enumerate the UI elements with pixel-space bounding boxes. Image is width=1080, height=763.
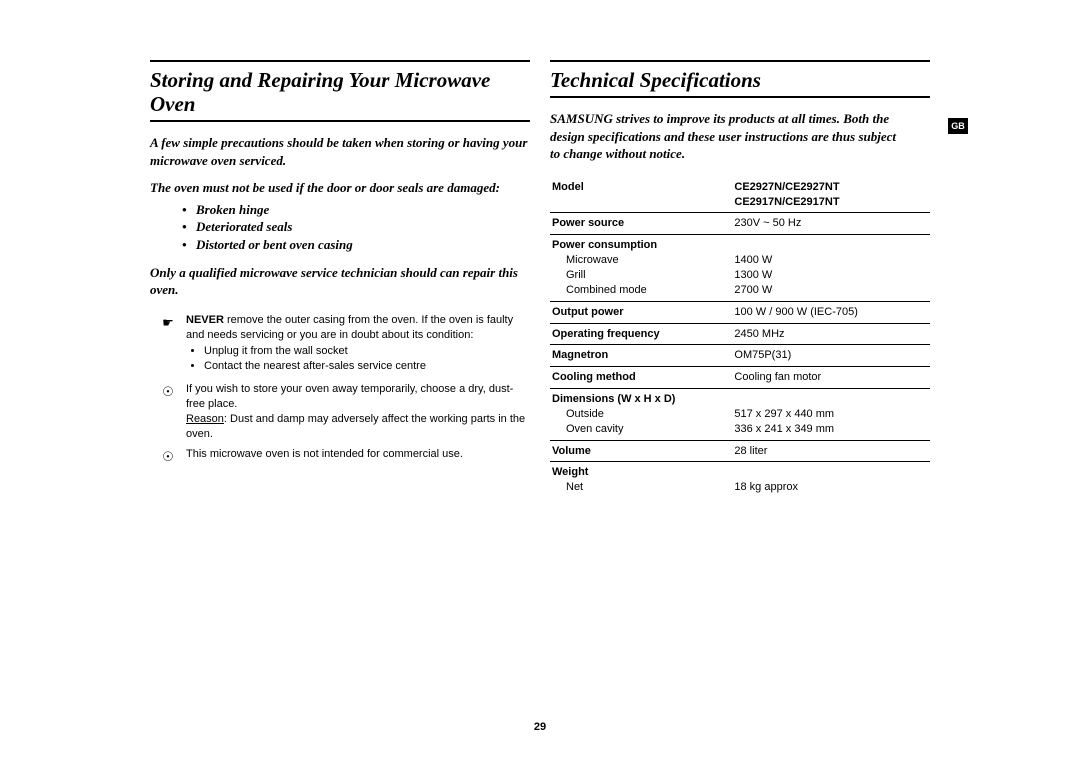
damage-warning: The oven must not be used if the door or… [150,179,530,197]
model-val-1: CE2927N/CE2927NT [734,181,839,193]
right-title: Technical Specifications [550,68,930,92]
note-icon: ☉ [150,382,186,401]
dim-outside-label: Outside [552,407,730,422]
right-column: Technical Specifications SAMSUNG strives… [550,68,930,498]
spec-label: Volume [550,440,732,462]
spec-table: Model CE2927N/CE2927NT CE2917N/CE2917NT P… [550,177,930,498]
page-number: 29 [0,721,1080,733]
spec-label: Output power [550,301,732,323]
reason-text: : Dust and damp may adversely affect the… [186,413,525,440]
note-body: If you wish to store your oven away temp… [186,382,530,441]
spec-value: 100 W / 900 W (IEC-705) [732,301,930,323]
damage-item: Broken hinge [196,201,530,219]
qualified-warning: Only a qualified microwave service techn… [150,264,530,299]
pc-grill-val: 1300 W [734,269,772,281]
spec-row-weight: Weight Net 18 kg approx [550,462,930,498]
weight-net-label: Net [552,480,730,495]
left-intro: A few simple precautions should be taken… [150,134,530,169]
note-never: ☛ NEVER remove the outer casing from the… [150,313,530,376]
spec-value: OM75P(31) [732,345,930,367]
spec-label: Weight Net [550,462,732,498]
spec-label: Model [550,177,732,213]
spec-value: 2450 MHz [732,323,930,345]
note-body: This microwave oven is not intended for … [186,447,530,462]
dim-label: Dimensions (W x H x D) [552,393,675,405]
pc-grill-label: Grill [552,268,730,283]
left-column: Storing and Repairing Your Microwave Ove… [150,68,530,498]
dim-outside-val: 517 x 297 x 440 mm [734,408,834,420]
spec-value: 18 kg approx [732,462,930,498]
sub-bullet: Contact the nearest after-sales service … [204,359,530,374]
spec-row-output: Output power 100 W / 900 W (IEC-705) [550,301,930,323]
left-title-rule [150,120,530,122]
pc-label: Power consumption [552,239,657,251]
notes: ☛ NEVER remove the outer casing from the… [150,313,530,466]
columns: Storing and Repairing Your Microwave Ove… [150,68,950,498]
spec-value: 230V ~ 50 Hz [732,213,930,235]
spec-label: Magnetron [550,345,732,367]
damage-list: Broken hinge Deteriorated seals Distorte… [150,201,530,254]
spec-value: 517 x 297 x 440 mm 336 x 241 x 349 mm [732,389,930,441]
pc-microwave-label: Microwave [552,253,730,268]
spec-row-magnetron: Magnetron OM75P(31) [550,345,930,367]
store-text: If you wish to store your oven away temp… [186,383,513,410]
left-title: Storing and Repairing Your Microwave Ove… [150,68,530,116]
dim-cavity-label: Oven cavity [552,422,730,437]
spec-label: Operating frequency [550,323,732,345]
page: GB Storing and Repairing Your Microwave … [0,0,1080,763]
spec-row-frequency: Operating frequency 2450 MHz [550,323,930,345]
reason-label: Reason [186,413,224,425]
never-label: NEVER [186,314,224,326]
right-title-rule [550,96,930,98]
pointer-icon: ☛ [150,313,186,332]
pc-combined-label: Combined mode [552,283,730,298]
spec-value: Cooling fan motor [732,367,930,389]
sub-bullet: Unplug it from the wall socket [204,344,530,359]
spec-row-cooling: Cooling method Cooling fan motor [550,367,930,389]
damage-item: Deteriorated seals [196,218,530,236]
language-badge: GB [948,118,968,134]
top-rule-right [550,60,930,62]
note-commercial: ☉ This microwave oven is not intended fo… [150,447,530,466]
top-rule-left [150,60,530,62]
spec-row-power-consumption: Power consumption Microwave Grill Combin… [550,235,930,301]
note-store: ☉ If you wish to store your oven away te… [150,382,530,441]
spec-value: 28 liter [732,440,930,462]
spec-label: Power source [550,213,732,235]
right-intro: SAMSUNG strives to improve its products … [550,110,930,163]
spec-value: CE2927N/CE2927NT CE2917N/CE2917NT [732,177,930,213]
note-body: NEVER remove the outer casing from the o… [186,313,530,376]
spec-row-power-source: Power source 230V ~ 50 Hz [550,213,930,235]
model-val-2: CE2917N/CE2917NT [734,196,839,208]
spec-row-model: Model CE2927N/CE2927NT CE2917N/CE2917NT [550,177,930,213]
spec-value: 1400 W 1300 W 2700 W [732,235,930,301]
note-icon: ☉ [150,447,186,466]
spec-label: Power consumption Microwave Grill Combin… [550,235,732,301]
weight-net-val: 18 kg approx [734,481,798,493]
spec-label: Cooling method [550,367,732,389]
never-text: remove the outer casing from the oven. I… [186,314,513,341]
pc-combined-val: 2700 W [734,284,772,296]
spec-row-volume: Volume 28 liter [550,440,930,462]
spec-row-dimensions: Dimensions (W x H x D) Outside Oven cavi… [550,389,930,441]
pc-microwave-val: 1400 W [734,254,772,266]
never-sublist: Unplug it from the wall socket Contact t… [186,344,530,374]
weight-label: Weight [552,466,588,478]
damage-item: Distorted or bent oven casing [196,236,530,254]
spec-label: Dimensions (W x H x D) Outside Oven cavi… [550,389,732,441]
dim-cavity-val: 336 x 241 x 349 mm [734,423,834,435]
